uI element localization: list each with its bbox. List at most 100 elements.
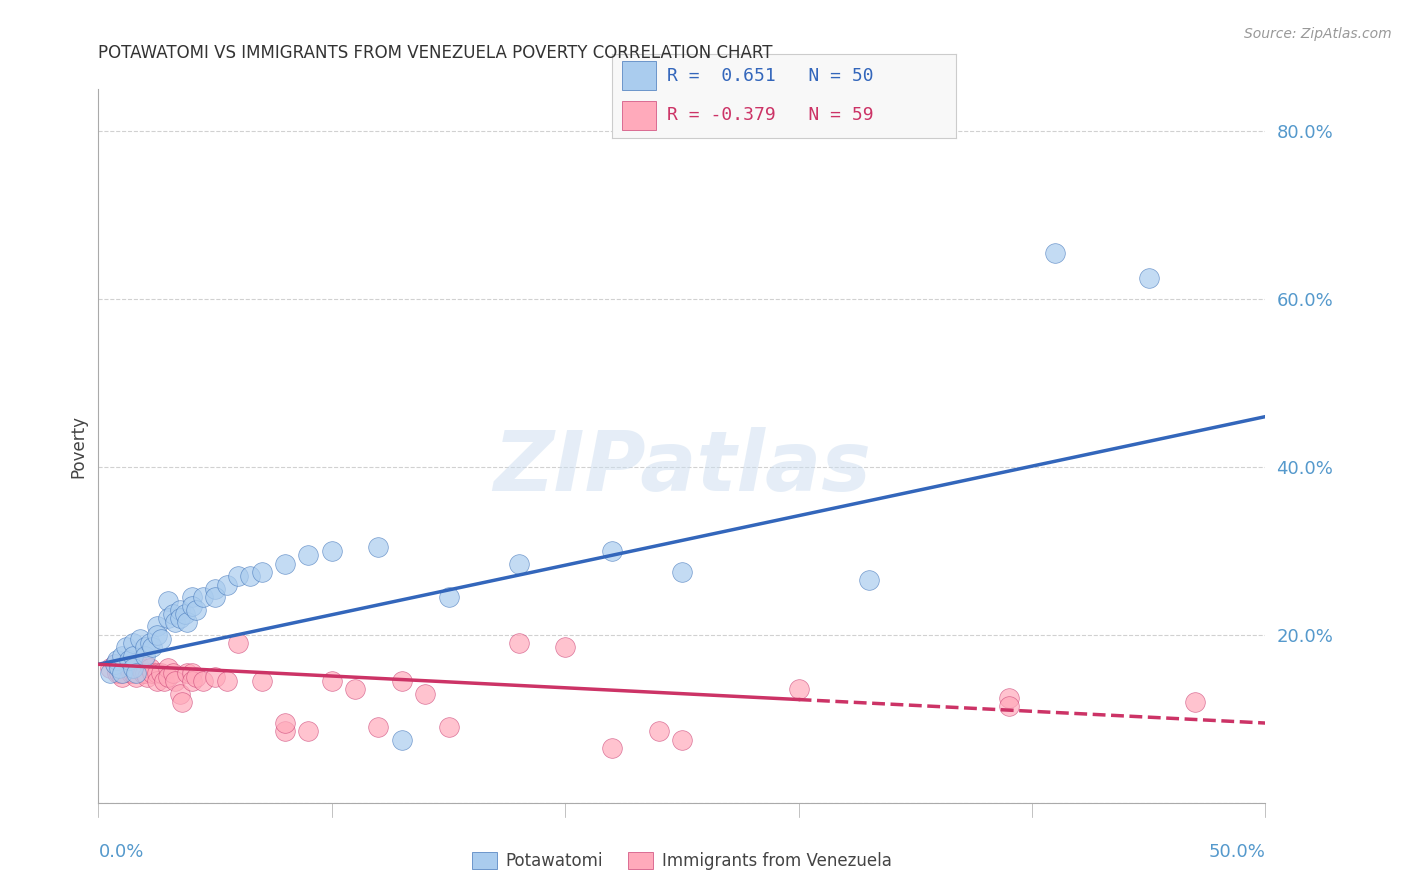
Point (111, 648, 134, 663)
Point (105, 653, 128, 667)
Point (162, 607, 184, 621)
Point (180, 599, 202, 613)
Point (1137, 271, 1160, 285)
Point (204, 582, 226, 596)
Point (98, 661, 121, 675)
Point (157, 594, 180, 608)
Point (108, 665, 131, 680)
Point (157, 611, 180, 625)
Point (180, 665, 202, 680)
Point (180, 674, 202, 689)
Point (997, 690, 1019, 705)
Point (108, 661, 131, 675)
Point (162, 665, 184, 680)
Point (120, 665, 142, 680)
Point (297, 724, 319, 739)
Point (413, 687, 436, 701)
Point (122, 657, 145, 672)
Point (228, 636, 250, 650)
Point (104, 657, 127, 672)
Point (321, 674, 343, 689)
Point (250, 565, 273, 579)
Point (129, 661, 152, 675)
Point (118, 653, 141, 667)
Point (118, 661, 141, 675)
Point (111, 670, 134, 684)
Point (671, 565, 693, 579)
Point (134, 657, 156, 672)
Point (437, 590, 460, 604)
Text: R = -0.379   N = 59: R = -0.379 N = 59 (666, 106, 873, 124)
Point (176, 615, 198, 630)
Point (554, 640, 576, 655)
Point (647, 724, 669, 739)
Point (150, 665, 173, 680)
Text: 50.0%: 50.0% (1209, 843, 1265, 861)
Point (193, 590, 215, 604)
Point (787, 682, 810, 697)
Point (176, 665, 198, 680)
Point (98, 665, 121, 680)
Point (367, 540, 389, 554)
Point (169, 603, 191, 617)
Point (367, 720, 389, 734)
Point (180, 590, 202, 604)
Point (129, 632, 152, 646)
Point (111, 665, 134, 680)
Point (204, 590, 226, 604)
Point (321, 544, 343, 558)
Point (239, 569, 262, 583)
Point (671, 732, 693, 747)
Point (600, 741, 623, 756)
Point (169, 611, 191, 625)
Point (127, 657, 149, 672)
Y-axis label: Poverty: Poverty (69, 415, 87, 477)
Point (215, 674, 238, 689)
Point (122, 661, 145, 675)
Point (997, 699, 1019, 714)
Point (250, 674, 273, 689)
Point (146, 665, 169, 680)
Point (122, 661, 145, 675)
Point (858, 574, 880, 588)
Point (173, 607, 195, 621)
Legend: Potawatomi, Immigrants from Venezuela: Potawatomi, Immigrants from Venezuela (465, 845, 898, 877)
Point (193, 674, 215, 689)
Point (134, 640, 156, 655)
Point (134, 648, 156, 663)
Text: ZIPatlas: ZIPatlas (494, 427, 870, 508)
Point (122, 648, 145, 663)
Text: 0.0%: 0.0% (98, 843, 143, 861)
Point (165, 615, 187, 630)
Point (125, 670, 148, 684)
Point (228, 569, 250, 583)
Text: R =  0.651   N = 50: R = 0.651 N = 50 (666, 67, 873, 85)
Point (105, 665, 128, 680)
Point (186, 603, 208, 617)
Point (115, 657, 138, 672)
Point (134, 665, 156, 680)
Point (146, 628, 169, 642)
Point (150, 632, 173, 646)
Point (437, 720, 460, 734)
Point (172, 695, 194, 709)
Point (1045, 246, 1067, 260)
Point (132, 665, 155, 680)
Point (204, 670, 226, 684)
Point (600, 544, 623, 558)
Point (122, 636, 145, 650)
Point (122, 665, 145, 680)
Point (274, 557, 297, 571)
Point (115, 640, 138, 655)
Text: POTAWATOMI VS IMMIGRANTS FROM VENEZUELA POVERTY CORRELATION CHART: POTAWATOMI VS IMMIGRANTS FROM VENEZUELA … (98, 45, 773, 62)
Point (152, 674, 174, 689)
Point (391, 674, 413, 689)
Point (169, 687, 191, 701)
Point (139, 661, 162, 675)
Point (157, 661, 180, 675)
Point (104, 657, 127, 672)
Point (146, 674, 169, 689)
Point (146, 619, 169, 633)
Point (508, 557, 530, 571)
Point (274, 724, 297, 739)
